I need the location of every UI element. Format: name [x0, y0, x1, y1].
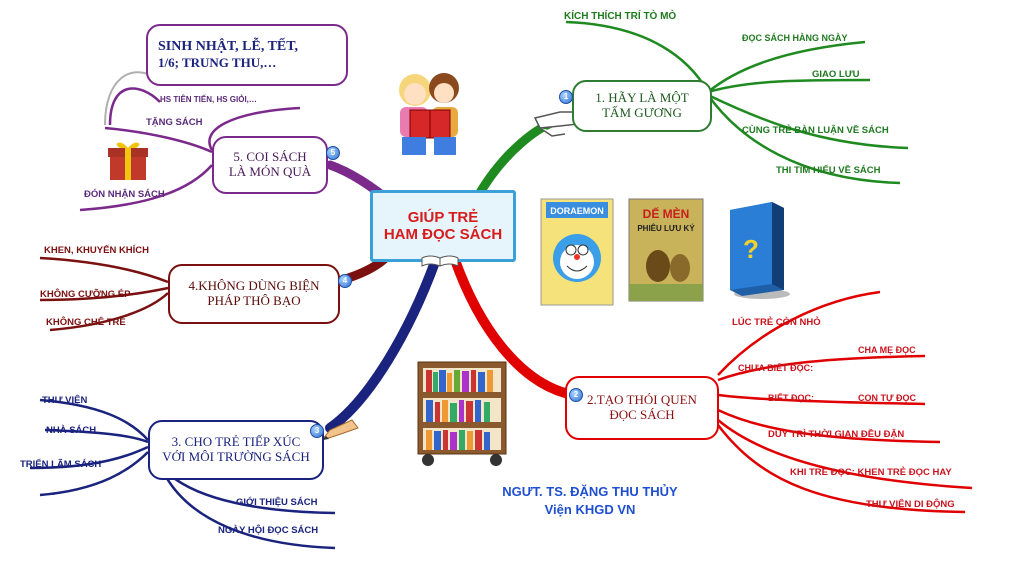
- branch1-title-line1: 1. HÃY LÀ MỘT: [595, 90, 689, 106]
- doraemon-title: DORAEMON: [550, 206, 604, 216]
- branch2-item: CHƯA BIẾT ĐỌC:: [738, 363, 814, 373]
- branch1-item: CÙNG TRẺ BÀN LUẬN VỀ SÁCH: [742, 125, 889, 136]
- branch4-box: 4.KHÔNG DÙNG BIỆN PHÁP THÔ BẠO: [168, 264, 340, 324]
- branch4-title-line1: 4.KHÔNG DÙNG BIỆN: [188, 278, 320, 294]
- branch3-title-line1: 3. CHO TRẺ TIẾP XÚC: [171, 434, 301, 450]
- doraemon-book-icon: DORAEMON: [540, 198, 614, 306]
- branch3-title-line2: VỚI MÔI TRƯỜNG SÁCH: [162, 449, 310, 464]
- branch3-item: NHÀ SÁCH: [46, 425, 97, 436]
- demen-subtitle: PHIÊU LƯU KÝ: [637, 224, 695, 233]
- branch5-item: ĐÓN NHẬN SÁCH: [84, 189, 165, 200]
- branch5-box: 5. COI SÁCH LÀ MÓN QUÀ: [212, 136, 328, 194]
- branch1-item: ĐỌC SÁCH HÀNG NGÀY: [742, 33, 848, 43]
- branch3-box: 3. CHO TRẺ TIẾP XÚC VỚI MÔI TRƯỜNG SÁCH: [148, 420, 324, 480]
- branch1-box: 1. HÃY LÀ MỘT TẤM GƯƠNG: [572, 80, 712, 132]
- branch1-item: THI TÌM HIỂU VỀ SÁCH: [776, 165, 881, 176]
- branch1-item: GIAO LƯU: [812, 69, 860, 80]
- bookshelf-icon: [417, 361, 507, 466]
- branch5-badge: 5: [326, 146, 340, 160]
- branch3-item: THƯ VIỆN: [42, 395, 88, 406]
- question-mark: ?: [743, 234, 759, 264]
- branch2-main-line: [450, 255, 570, 398]
- gift-box-icon: [108, 142, 148, 180]
- branch3-item: NGÀY HỘI ĐỌC SÁCH: [218, 525, 319, 536]
- branch5-item: HS TIÊN TIẾN, HS GIỎI,…: [160, 95, 257, 104]
- branch2-item: CON TỰ ĐỌC: [858, 393, 916, 403]
- branch2-title-line1: 2.TẠO THÓI QUEN: [587, 392, 697, 408]
- branch3-item: TRIỂN LÃM SÁCH: [20, 459, 102, 470]
- author-name: NGƯT. TS. ĐẶNG THU THỦY: [502, 484, 678, 499]
- branch5-item: TẶNG SÁCH: [146, 117, 203, 128]
- branch3-item: …: [46, 487, 56, 498]
- branch3-item: GIỚI THIỆU SÁCH: [236, 497, 318, 508]
- question-book-icon: ?: [730, 202, 790, 299]
- branch5-callout-line1: SINH NHẬT, LỄ, TẾT,: [158, 39, 299, 55]
- branch4-item: KHÔNG CƯỠNG ÉP: [40, 289, 131, 300]
- branch3-sub-lines: [29, 398, 336, 550]
- branch5-callout-line2: 1/6; TRUNG THU,…: [158, 54, 277, 70]
- branch5-title-line1: 5. COI SÁCH: [233, 149, 307, 165]
- branch2-sub-lines: [717, 290, 973, 514]
- branch3-main-line: [325, 257, 440, 433]
- branch2-item: DUY TRÌ THỜI GIAN ĐỀU ĐẶN: [768, 429, 905, 440]
- kids-reading-icon: [399, 73, 459, 155]
- center-title-line2: HAM ĐỌC SÁCH: [383, 226, 503, 243]
- branch4-sub-lines: [39, 256, 169, 332]
- center-node: GIÚP TRẺ HAM ĐỌC SÁCH: [370, 190, 516, 262]
- branch4-badge: 4: [338, 274, 352, 288]
- branch2-item: KHI TRẺ ĐỌC: KHEN TRẺ ĐỌC HAY: [790, 467, 952, 478]
- branch5-callout: SINH NHẬT, LỄ, TẾT, 1/6; TRUNG THU,…: [146, 24, 348, 86]
- branch2-item: CHA MẸ ĐỌC: [858, 345, 916, 355]
- branch3-badge: 3: [310, 424, 324, 438]
- branch1-title-line2: TẤM GƯƠNG: [602, 105, 682, 120]
- branch4-item: KHEN, KHUYẾN KHÍCH: [44, 245, 150, 256]
- branch5-title-line2: LÀ MÓN QUÀ: [228, 164, 312, 179]
- branch5-sub-lines: [79, 87, 301, 212]
- branch2-item: BIẾT ĐỌC:: [768, 393, 814, 403]
- branch2-badge: 2: [569, 388, 583, 402]
- branch2-item: THƯ VIỆN DI ĐỘNG: [866, 499, 955, 510]
- branch4-item: KHÔNG CHÊ TRẺ: [46, 317, 126, 328]
- branch2-box: 2.TẠO THÓI QUEN ĐỌC SÁCH: [565, 376, 719, 440]
- branch1-badge: 1: [559, 90, 573, 104]
- center-title-line1: GIÚP TRẺ: [407, 209, 479, 226]
- branch4-title-line2: PHÁP THÔ BẠO: [207, 293, 301, 308]
- demen-title: DẾ MÈN: [643, 206, 690, 221]
- open-book-icon: [421, 255, 459, 267]
- branch2-title-line2: ĐỌC SÁCH: [609, 407, 675, 422]
- branch2-item: LÚC TRẺ CÒN NHỎ: [732, 317, 821, 328]
- author-org: Viện KHGD VN: [544, 502, 636, 517]
- demen-book-icon: DẾ MÈN PHIÊU LƯU KÝ: [628, 198, 704, 302]
- branch1-item: KÍCH THÍCH TRÍ TÒ MÒ: [564, 11, 677, 22]
